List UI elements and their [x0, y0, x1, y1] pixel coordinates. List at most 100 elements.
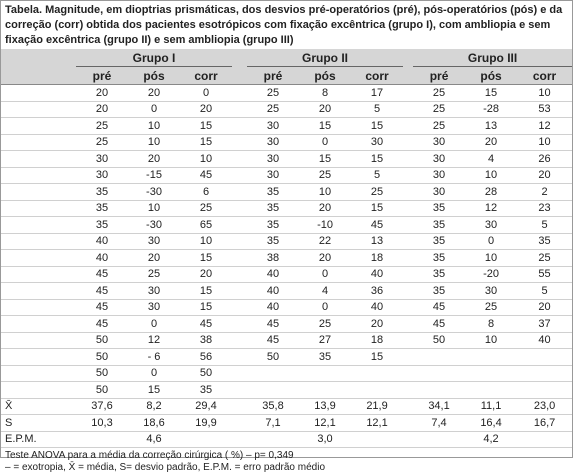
cell: 8,2 [128, 397, 180, 415]
cell: 30 [413, 150, 466, 168]
cell: 23 [517, 200, 573, 217]
stat-row: E.P.M. 4,6 3,0 4,2 [1, 431, 573, 448]
cell: 30 [247, 167, 300, 184]
group-header: Grupo I [76, 49, 233, 67]
cell: 45 [76, 266, 128, 283]
cell: 5 [351, 167, 404, 184]
data-row: 25 10 15 30 0 30 30 20 10 [1, 134, 573, 151]
cell: - 6 [128, 348, 180, 366]
cell: 35 [76, 200, 128, 217]
cell: 40 [351, 299, 404, 316]
spacer [403, 167, 414, 184]
cell: 35 [76, 216, 128, 234]
cell: 6 [180, 183, 233, 201]
cell: 35 [247, 233, 300, 250]
cell: 10 [517, 84, 573, 102]
row-label [1, 266, 76, 283]
cell: 13,9 [299, 397, 352, 415]
empty-cell [351, 431, 404, 448]
cell: 29,4 [180, 397, 233, 415]
cell: 45 [413, 315, 466, 333]
cell: 10 [465, 249, 518, 267]
cell: 20 [299, 200, 352, 217]
data-row: 20 0 20 25 20 5 25 -28 53 [1, 101, 573, 118]
subheader: corr [517, 66, 573, 85]
cell: 45 [180, 315, 233, 333]
cell: 50 [413, 332, 466, 349]
cell: 22 [299, 233, 352, 250]
data-row: 45 30 15 40 4 36 35 30 5 [1, 282, 573, 300]
stat-label: E.P.M. [1, 431, 76, 448]
cell: 0 [299, 134, 352, 151]
empty-cell [517, 381, 573, 399]
cell: 50 [76, 348, 128, 366]
data-row: 45 30 15 40 0 40 45 25 20 [1, 299, 573, 316]
empty-cell [465, 348, 518, 366]
empty-cell [299, 381, 352, 399]
stat-label: X̄ [1, 397, 76, 415]
cell: 5 [517, 282, 573, 300]
blank-cell [1, 49, 76, 67]
subheader: pós [465, 66, 518, 85]
cell: 30 [128, 299, 180, 316]
cell: 27 [299, 332, 352, 349]
header-row: Grupo I Grupo II Grupo III [1, 49, 573, 67]
cell: 40 [517, 332, 573, 349]
spacer [232, 200, 248, 217]
cell: 20 [76, 101, 128, 118]
cell: 53 [517, 101, 573, 118]
spacer [232, 233, 248, 250]
cell: 4,2 [465, 431, 518, 448]
cell: 10,3 [76, 414, 128, 432]
cell: 10 [128, 200, 180, 217]
cell: 15 [180, 299, 233, 316]
cell: 15 [128, 381, 180, 399]
cell: 30 [128, 233, 180, 250]
spacer [232, 348, 248, 366]
spacer [232, 183, 248, 201]
cell: 20 [299, 249, 352, 267]
cell: 3,0 [299, 431, 352, 448]
cell: 0 [180, 84, 233, 102]
cell: 38 [247, 249, 300, 267]
empty-cell [465, 381, 518, 399]
spacer [403, 299, 414, 316]
cell: -10 [299, 216, 352, 234]
data-row: 25 10 15 30 15 15 25 13 12 [1, 117, 573, 135]
cell: 45 [413, 299, 466, 316]
spacer [232, 117, 248, 135]
data-row: 45 0 45 45 25 20 45 8 37 [1, 315, 573, 333]
row-label [1, 167, 76, 184]
cell: 4 [465, 150, 518, 168]
spacer [403, 200, 414, 217]
cell: 38 [180, 332, 233, 349]
cell: 20 [128, 249, 180, 267]
cell: 25 [413, 117, 466, 135]
cell: 35 [180, 381, 233, 399]
spacer [232, 266, 248, 283]
cell: 50 [76, 365, 128, 382]
empty-cell [413, 365, 466, 382]
empty-cell [180, 431, 233, 448]
row-label [1, 365, 76, 382]
cell: -20 [465, 266, 518, 283]
cell: 45 [247, 315, 300, 333]
spacer [403, 49, 414, 67]
row-label [1, 315, 76, 333]
cell: 36 [351, 282, 404, 300]
subheader: pós [299, 66, 352, 85]
spacer [403, 348, 414, 366]
cell: 25 [128, 266, 180, 283]
cell: 37,6 [76, 397, 128, 415]
cell: 40 [247, 299, 300, 316]
data-row: 30 20 10 30 15 15 30 4 26 [1, 150, 573, 168]
cell: 12 [128, 332, 180, 349]
cell: 45 [247, 332, 300, 349]
subheader: pré [413, 66, 466, 85]
stat-row: X̄ 37,6 8,2 29,4 35,8 13,9 21,9 34,1 11,1 23,0 [1, 397, 573, 415]
cell: 15 [351, 117, 404, 135]
table-title: Tabela. Magnitude, em dioptrias prismáti… [5, 4, 563, 46]
empty-cell [351, 365, 404, 382]
spacer [403, 101, 414, 118]
